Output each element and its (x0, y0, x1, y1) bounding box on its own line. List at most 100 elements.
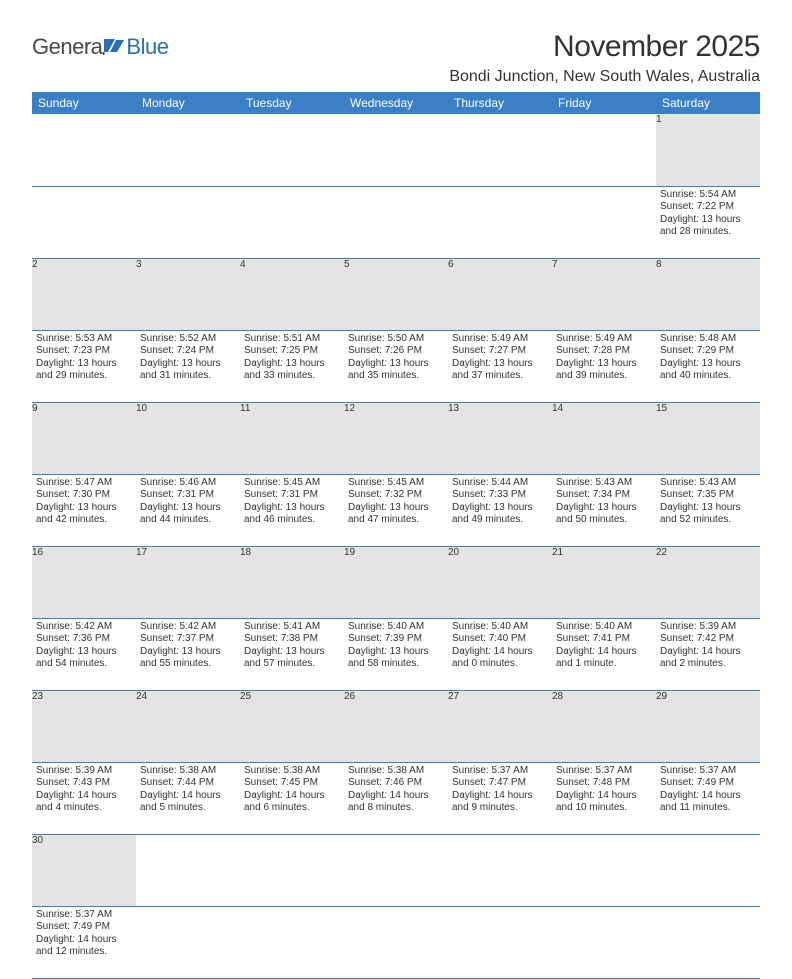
sunrise-text: Sunrise: 5:37 AM (556, 765, 652, 778)
daylight-text-1: Daylight: 13 hours (556, 502, 652, 515)
sunset-text: Sunset: 7:27 PM (452, 345, 548, 358)
day-number-row: 30 (32, 834, 760, 906)
daylight-text-2: and 55 minutes. (140, 658, 236, 671)
day-cell (240, 906, 344, 978)
sunrise-text: Sunrise: 5:48 AM (660, 333, 756, 346)
daylight-text-1: Daylight: 14 hours (556, 646, 652, 659)
day-content-row: Sunrise: 5:53 AMSunset: 7:23 PMDaylight:… (32, 330, 760, 402)
weekday-header: Wednesday (344, 92, 448, 114)
daylight-text-1: Daylight: 13 hours (244, 358, 340, 371)
day-cell: Sunrise: 5:48 AMSunset: 7:29 PMDaylight:… (656, 330, 760, 402)
daylight-text-2: and 5 minutes. (140, 802, 236, 815)
day-cell: Sunrise: 5:54 AMSunset: 7:22 PMDaylight:… (656, 186, 760, 258)
daylight-text-2: and 0 minutes. (452, 658, 548, 671)
day-cell (136, 186, 240, 258)
day-cell (240, 186, 344, 258)
sunrise-text: Sunrise: 5:38 AM (244, 765, 340, 778)
sunrise-text: Sunrise: 5:40 AM (556, 621, 652, 634)
sunrise-text: Sunrise: 5:49 AM (452, 333, 548, 346)
day-cell: Sunrise: 5:51 AMSunset: 7:25 PMDaylight:… (240, 330, 344, 402)
day-cell (344, 186, 448, 258)
day-cell: Sunrise: 5:44 AMSunset: 7:33 PMDaylight:… (448, 474, 552, 546)
day-cell (656, 906, 760, 978)
sunset-text: Sunset: 7:46 PM (348, 777, 444, 790)
daylight-text-2: and 57 minutes. (244, 658, 340, 671)
day-cell (448, 186, 552, 258)
sunset-text: Sunset: 7:48 PM (556, 777, 652, 790)
day-cell: Sunrise: 5:38 AMSunset: 7:46 PMDaylight:… (344, 762, 448, 834)
daylight-text-1: Daylight: 14 hours (452, 646, 548, 659)
flag-icon (103, 37, 125, 60)
daylight-text-1: Daylight: 13 hours (36, 646, 132, 659)
day-cell: Sunrise: 5:43 AMSunset: 7:34 PMDaylight:… (552, 474, 656, 546)
day-number: 4 (240, 258, 344, 330)
sunset-text: Sunset: 7:23 PM (36, 345, 132, 358)
day-number (32, 114, 136, 186)
weekday-header: Sunday (32, 92, 136, 114)
daylight-text-1: Daylight: 13 hours (244, 646, 340, 659)
sunrise-text: Sunrise: 5:43 AM (660, 477, 756, 490)
daylight-text-2: and 49 minutes. (452, 514, 548, 527)
day-cell: Sunrise: 5:38 AMSunset: 7:45 PMDaylight:… (240, 762, 344, 834)
sunset-text: Sunset: 7:40 PM (452, 633, 548, 646)
sunset-text: Sunset: 7:45 PM (244, 777, 340, 790)
daylight-text-2: and 58 minutes. (348, 658, 444, 671)
sunset-text: Sunset: 7:33 PM (452, 489, 548, 502)
sunset-text: Sunset: 7:42 PM (660, 633, 756, 646)
day-cell: Sunrise: 5:40 AMSunset: 7:41 PMDaylight:… (552, 618, 656, 690)
sunset-text: Sunset: 7:43 PM (36, 777, 132, 790)
day-cell: Sunrise: 5:50 AMSunset: 7:26 PMDaylight:… (344, 330, 448, 402)
day-number: 5 (344, 258, 448, 330)
daylight-text-1: Daylight: 14 hours (36, 790, 132, 803)
sunrise-text: Sunrise: 5:52 AM (140, 333, 236, 346)
day-number: 27 (448, 690, 552, 762)
day-number: 9 (32, 402, 136, 474)
daylight-text-2: and 40 minutes. (660, 370, 756, 383)
sunrise-text: Sunrise: 5:38 AM (140, 765, 236, 778)
sunset-text: Sunset: 7:47 PM (452, 777, 548, 790)
sunset-text: Sunset: 7:35 PM (660, 489, 756, 502)
day-content-row: Sunrise: 5:42 AMSunset: 7:36 PMDaylight:… (32, 618, 760, 690)
location: Bondi Junction, New South Wales, Austral… (449, 68, 760, 86)
daylight-text-1: Daylight: 13 hours (36, 358, 132, 371)
daylight-text-2: and 8 minutes. (348, 802, 444, 815)
daylight-text-1: Daylight: 13 hours (140, 646, 236, 659)
daylight-text-1: Daylight: 14 hours (452, 790, 548, 803)
day-number: 13 (448, 402, 552, 474)
day-number: 14 (552, 402, 656, 474)
day-cell: Sunrise: 5:49 AMSunset: 7:28 PMDaylight:… (552, 330, 656, 402)
day-number: 16 (32, 546, 136, 618)
day-number: 10 (136, 402, 240, 474)
day-cell: Sunrise: 5:42 AMSunset: 7:37 PMDaylight:… (136, 618, 240, 690)
day-number: 18 (240, 546, 344, 618)
weekday-header: Monday (136, 92, 240, 114)
day-number-row: 23242526272829 (32, 690, 760, 762)
sunrise-text: Sunrise: 5:54 AM (660, 189, 756, 202)
title-block: November 2025 Bondi Junction, New South … (449, 30, 760, 86)
weekday-header: Tuesday (240, 92, 344, 114)
day-cell: Sunrise: 5:53 AMSunset: 7:23 PMDaylight:… (32, 330, 136, 402)
sunset-text: Sunset: 7:32 PM (348, 489, 444, 502)
day-cell: Sunrise: 5:46 AMSunset: 7:31 PMDaylight:… (136, 474, 240, 546)
day-cell: Sunrise: 5:37 AMSunset: 7:48 PMDaylight:… (552, 762, 656, 834)
day-number (552, 834, 656, 906)
daylight-text-1: Daylight: 13 hours (556, 358, 652, 371)
sunrise-text: Sunrise: 5:49 AM (556, 333, 652, 346)
weekday-header: Friday (552, 92, 656, 114)
daylight-text-2: and 12 minutes. (36, 946, 132, 959)
daylight-text-1: Daylight: 13 hours (244, 502, 340, 515)
sunset-text: Sunset: 7:26 PM (348, 345, 444, 358)
day-number: 25 (240, 690, 344, 762)
sunset-text: Sunset: 7:34 PM (556, 489, 652, 502)
day-number-row: 16171819202122 (32, 546, 760, 618)
day-number: 17 (136, 546, 240, 618)
day-number: 29 (656, 690, 760, 762)
daylight-text-2: and 29 minutes. (36, 370, 132, 383)
day-number: 24 (136, 690, 240, 762)
day-cell: Sunrise: 5:47 AMSunset: 7:30 PMDaylight:… (32, 474, 136, 546)
day-number (136, 114, 240, 186)
day-number (240, 834, 344, 906)
daylight-text-2: and 31 minutes. (140, 370, 236, 383)
day-number: 8 (656, 258, 760, 330)
sunset-text: Sunset: 7:31 PM (140, 489, 236, 502)
